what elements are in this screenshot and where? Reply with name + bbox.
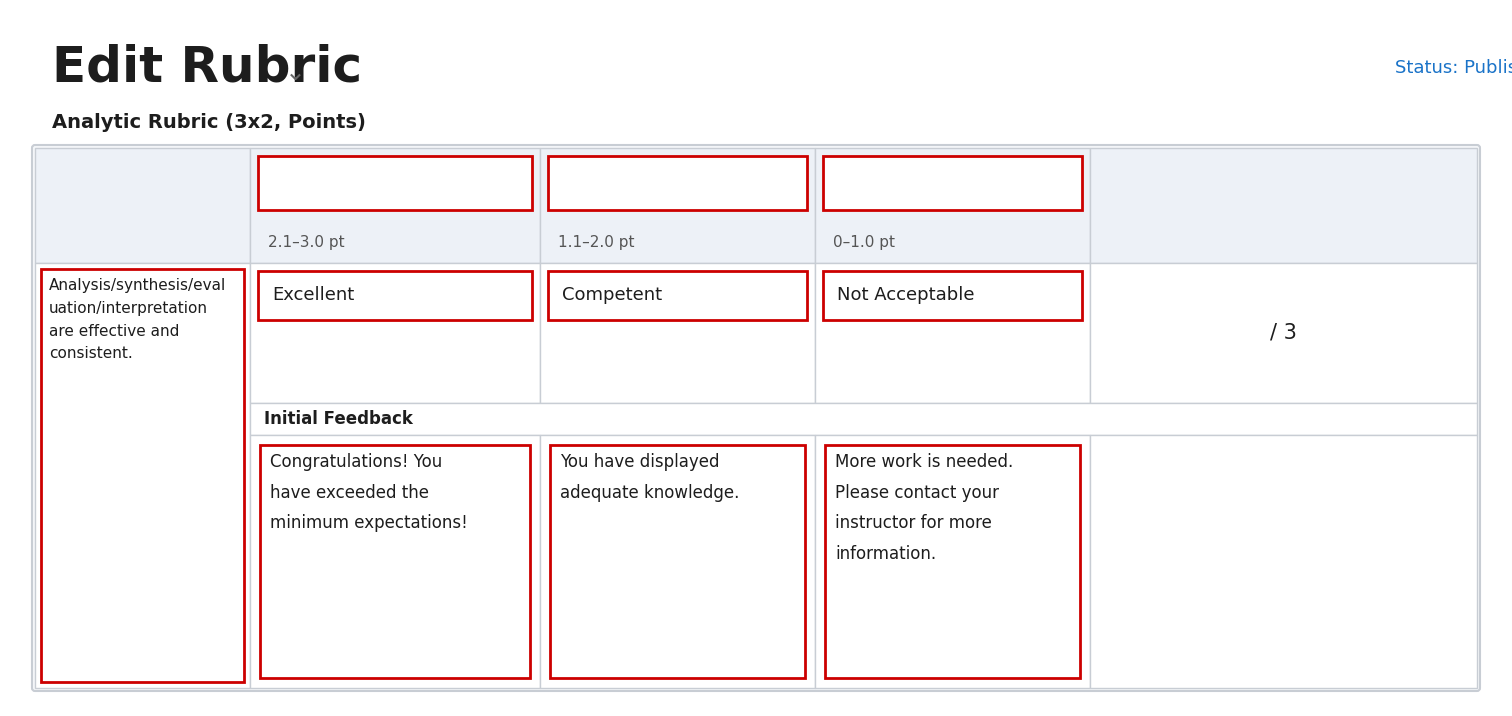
- Text: ⌄: ⌄: [284, 61, 305, 85]
- Text: You have displayed
adequate knowledge.: You have displayed adequate knowledge.: [559, 453, 739, 502]
- Text: Edit Rubric: Edit Rubric: [51, 44, 363, 92]
- Bar: [35, 263, 249, 688]
- Text: 0–1.0 pt: 0–1.0 pt: [833, 236, 895, 251]
- Text: 2.1–3.0 pt: 2.1–3.0 pt: [268, 236, 345, 251]
- Bar: [823, 271, 1083, 320]
- Bar: [41, 269, 243, 682]
- Text: / 3: / 3: [1270, 323, 1297, 343]
- Bar: [540, 263, 815, 403]
- Bar: [823, 156, 1083, 210]
- Bar: [249, 435, 540, 688]
- Bar: [540, 435, 815, 688]
- FancyBboxPatch shape: [32, 145, 1480, 691]
- Text: Competent: Competent: [562, 286, 662, 304]
- Bar: [547, 156, 807, 210]
- Bar: [249, 148, 540, 263]
- Text: More work is needed.
Please contact your
instructor for more
information.: More work is needed. Please contact your…: [835, 453, 1013, 563]
- Bar: [1090, 435, 1477, 688]
- Bar: [249, 263, 540, 403]
- Bar: [35, 148, 249, 263]
- Text: 1.1–2.0 pt: 1.1–2.0 pt: [558, 236, 635, 251]
- Text: Excellent: Excellent: [272, 286, 354, 304]
- Text: Level 2: Level 2: [646, 174, 711, 192]
- Text: Status: Published  ⌄: Status: Published ⌄: [1396, 59, 1512, 77]
- Bar: [260, 445, 531, 678]
- Text: Level 3: Level 3: [363, 174, 428, 192]
- Text: Congratulations! You
have exceeded the
minimum expectations!: Congratulations! You have exceeded the m…: [271, 453, 467, 532]
- Bar: [550, 445, 804, 678]
- Bar: [1090, 148, 1477, 263]
- Text: Analytic Rubric (3x2, Points): Analytic Rubric (3x2, Points): [51, 112, 366, 132]
- Bar: [1090, 263, 1477, 403]
- Bar: [547, 271, 807, 320]
- Bar: [815, 435, 1090, 688]
- Text: Initial Feedback: Initial Feedback: [265, 410, 413, 428]
- Text: Analysis/synthesis/eval
uation/interpretation
are effective and
consistent.: Analysis/synthesis/eval uation/interpret…: [48, 278, 227, 362]
- Text: Level 1: Level 1: [921, 174, 984, 192]
- Bar: [249, 403, 1477, 435]
- Bar: [826, 445, 1080, 678]
- Bar: [540, 148, 815, 263]
- Text: Not Acceptable: Not Acceptable: [838, 286, 975, 304]
- Bar: [259, 156, 532, 210]
- Bar: [815, 263, 1090, 403]
- Bar: [815, 148, 1090, 263]
- Bar: [259, 271, 532, 320]
